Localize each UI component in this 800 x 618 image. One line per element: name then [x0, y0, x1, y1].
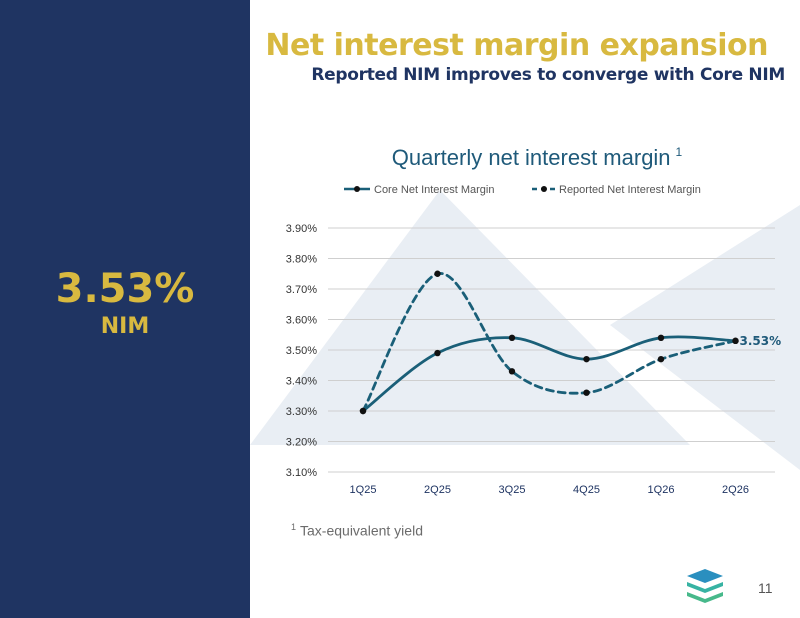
chart-legend: Core Net Interest Margin Reported Net In… — [344, 184, 701, 196]
kpi-value: 3.53% — [55, 266, 195, 312]
footnote-marker: 1 — [291, 522, 297, 532]
legend-core-marker — [354, 186, 360, 192]
page-number: 11 — [758, 580, 773, 596]
data-point-reported — [508, 368, 516, 375]
x-tick-label: 1Q25 — [350, 484, 377, 496]
data-point-core — [434, 349, 441, 357]
data-point-core — [657, 334, 665, 341]
series-line-reported — [361, 272, 737, 413]
stacked-layers-logo-icon — [687, 569, 723, 603]
slide-title: Net interest margin expansion — [265, 28, 768, 63]
y-tick-label: 3.90% — [286, 223, 317, 235]
chart-title: Quarterly net interest margin 1 — [392, 145, 683, 170]
x-tick-label: 1Q26 — [648, 484, 675, 496]
data-point-reported — [434, 270, 441, 277]
footnote: 1 Tax-equivalent yield — [291, 522, 423, 539]
chart-gridlines — [328, 227, 775, 473]
data-point-core — [583, 355, 590, 363]
footnote-text: Tax-equivalent yield — [300, 522, 423, 539]
legend-reported-label: Reported Net Interest Margin — [559, 184, 701, 196]
x-axis-labels: 1Q25 2Q25 3Q25 4Q25 1Q26 2Q26 — [350, 484, 749, 496]
x-tick-label: 3Q25 — [499, 484, 526, 496]
y-tick-label: 3.40% — [286, 376, 317, 388]
data-label-2q26: 3.53% — [740, 334, 782, 348]
legend-core-label: Core Net Interest Margin — [374, 184, 494, 196]
y-tick-label: 3.60% — [286, 315, 317, 327]
chart-data-points — [359, 270, 739, 415]
x-tick-label: 2Q26 — [722, 484, 749, 496]
y-tick-label: 3.30% — [286, 406, 317, 418]
y-tick-label: 3.20% — [286, 437, 317, 449]
data-point-reported — [657, 355, 665, 363]
series-line-core — [361, 335, 737, 413]
data-point-core — [508, 334, 516, 341]
nim-line-chart: Quarterly net interest margin 1 Core Net … — [286, 145, 782, 496]
data-point-reported — [583, 389, 590, 396]
y-tick-label: 3.70% — [286, 284, 317, 296]
chart-title-text: Quarterly net interest margin — [392, 145, 671, 170]
chart-title-superscript: 1 — [676, 145, 683, 159]
legend-reported-marker — [541, 186, 547, 192]
slide-subtitle: Reported NIM improves to converge with C… — [311, 65, 785, 85]
data-point-reported — [359, 407, 367, 415]
kpi-label: NIM — [100, 314, 150, 339]
y-axis-labels: 3.10% 3.20% 3.30% 3.40% 3.50% 3.60% 3.70% 3.80%… — [286, 223, 317, 479]
y-tick-label: 3.10% — [286, 467, 317, 479]
chart-series-lines — [361, 272, 737, 413]
x-tick-label: 2Q25 — [424, 484, 451, 496]
background-triangle-left — [250, 190, 690, 445]
x-tick-label: 4Q25 — [573, 484, 600, 496]
y-tick-label: 3.50% — [286, 345, 317, 357]
y-tick-label: 3.80% — [286, 254, 317, 266]
data-point-reported — [732, 337, 739, 345]
left-sidebar-panel — [0, 0, 250, 618]
